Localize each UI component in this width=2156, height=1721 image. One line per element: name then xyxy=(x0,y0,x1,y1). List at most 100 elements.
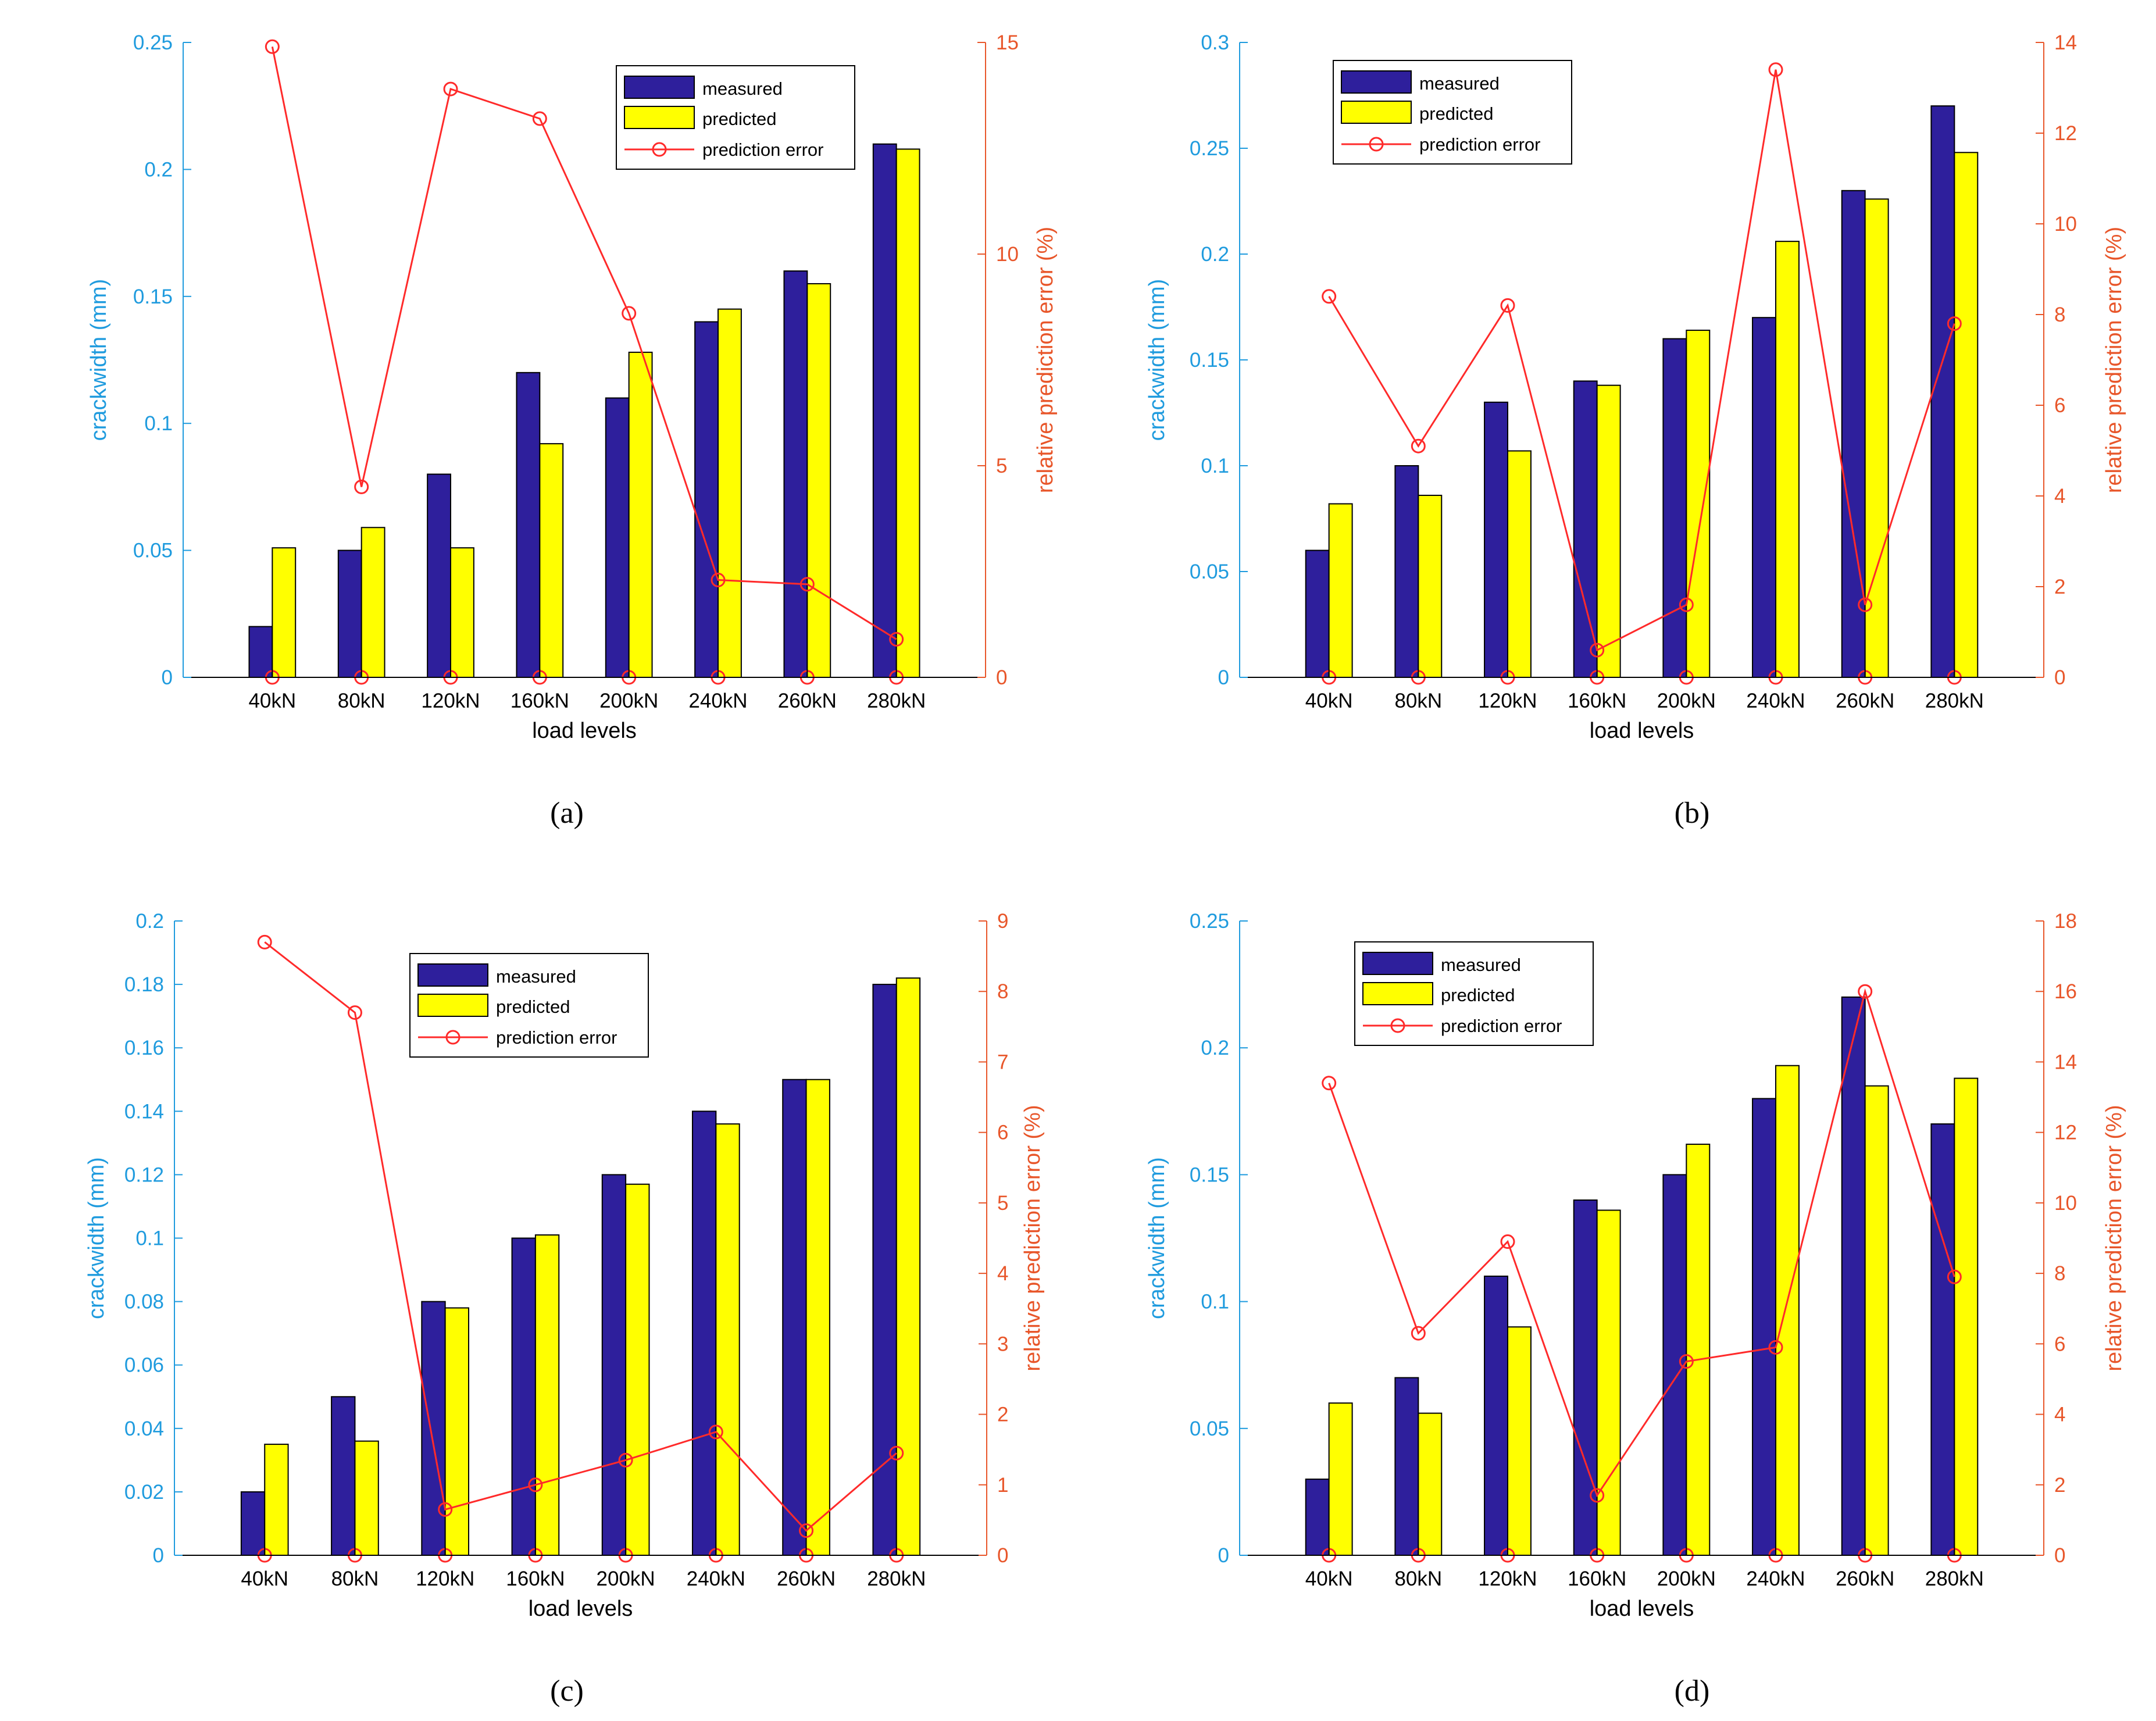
x-tick-label: 120kN xyxy=(1478,1568,1537,1590)
bar-predicted xyxy=(628,351,653,678)
y-tick-label-left: 0.05 xyxy=(133,540,173,562)
bar-measured xyxy=(1573,1199,1598,1556)
y-tick-label-right: 7 xyxy=(997,1051,1008,1073)
bar-predicted xyxy=(444,1307,470,1556)
y-tick-label-right: 18 xyxy=(2054,910,2077,933)
y-tick-label-right: 15 xyxy=(996,31,1019,54)
y-tick-label-left: 0.02 xyxy=(124,1481,164,1504)
y-tick-label-left: 0 xyxy=(153,1544,164,1567)
y-tick-label-right: 14 xyxy=(2054,31,2077,54)
x-tick-label: 280kN xyxy=(867,1568,926,1590)
x-tick-label: 40kN xyxy=(1305,1568,1353,1590)
x-axis-title: load levels xyxy=(1590,719,1694,743)
bar-measured xyxy=(694,321,719,678)
y-tick-label-right: 5 xyxy=(996,455,1007,477)
legend-label-measured: measured xyxy=(1441,955,1521,975)
y-axis-title-right: relative prediction error (%) xyxy=(1033,227,1058,493)
y-tick-label-right: 12 xyxy=(2054,122,2077,145)
y-tick-label-right: 2 xyxy=(2054,576,2065,598)
bar-measured xyxy=(1662,1174,1687,1556)
y-tick-label-right: 10 xyxy=(2054,1192,2077,1215)
y-tick-label-right: 6 xyxy=(2054,394,2065,417)
bar-predicted xyxy=(625,1183,650,1556)
panel-caption: (b) xyxy=(1675,797,1710,830)
bar-predicted xyxy=(895,977,921,1556)
x-tick-label: 160kN xyxy=(1568,690,1626,712)
bar-measured xyxy=(421,1301,446,1556)
bar-measured xyxy=(427,473,452,678)
y-tick-label-left: 0.1 xyxy=(1201,1291,1229,1313)
series-line-prediction-error xyxy=(264,941,897,1532)
point-prediction-error xyxy=(711,573,726,588)
x-tick-label: 200kN xyxy=(1657,690,1716,712)
bar-predicted xyxy=(354,1440,379,1556)
bar-predicted xyxy=(1328,503,1353,679)
point-prediction-error xyxy=(1590,1488,1605,1503)
y-tick-label-left: 0.05 xyxy=(1190,560,1229,583)
bar-measured xyxy=(1305,1479,1330,1556)
point-prediction-error xyxy=(1679,597,1694,612)
x-tick-label: 40kN xyxy=(1305,690,1353,712)
bar-measured xyxy=(605,397,630,679)
bar-predicted xyxy=(895,148,920,678)
point-prediction-error xyxy=(528,1477,543,1493)
y-tick-label-right: 3 xyxy=(997,1333,1008,1355)
point-prediction-error xyxy=(708,1424,723,1440)
point-prediction-error xyxy=(532,111,547,126)
y-tick-label-left: 0 xyxy=(1218,1544,1229,1567)
x-tick-label: 200kN xyxy=(597,1568,655,1590)
y-tick-label-left: 0 xyxy=(162,666,173,689)
x-tick-label: 160kN xyxy=(511,690,569,712)
legend-label-prediction-error: prediction error xyxy=(1419,134,1540,155)
legend: measured predicted prediction error xyxy=(1333,60,1572,165)
y-axis-title-left: crackwidth (mm) xyxy=(1145,279,1169,441)
point-prediction-error xyxy=(1947,1269,1962,1284)
bar-predicted xyxy=(1596,384,1621,678)
legend-swatch-predicted xyxy=(417,994,488,1017)
bar-measured xyxy=(1841,190,1866,678)
y-tick-label-left: 0.25 xyxy=(1190,137,1229,160)
panel-caption: (c) xyxy=(550,1674,584,1708)
y-axis-title-right: relative prediction error (%) xyxy=(2102,1105,2126,1371)
x-tick-label: 280kN xyxy=(1925,1568,1984,1590)
legend-swatch-predicted xyxy=(624,106,695,129)
x-tick-label: 240kN xyxy=(687,1568,745,1590)
bar-predicted xyxy=(264,1444,289,1556)
point-prediction-error xyxy=(1679,1354,1694,1369)
point-prediction-error xyxy=(443,81,458,97)
point-prediction-error xyxy=(347,1005,362,1020)
y-tick-label-left: 0.14 xyxy=(124,1100,164,1123)
legend-swatch-measured xyxy=(417,963,488,987)
x-tick-label: 280kN xyxy=(867,690,926,712)
y-tick-label-right: 12 xyxy=(2054,1122,2077,1144)
y-tick-label-left: 0.16 xyxy=(124,1037,164,1059)
bar-measured xyxy=(691,1111,717,1556)
x-axis-title: load levels xyxy=(529,1597,633,1621)
bar-measured xyxy=(1484,401,1508,678)
y-tick-label-left: 0 xyxy=(1218,666,1229,689)
bar-predicted xyxy=(534,1234,560,1556)
point-prediction-error xyxy=(1411,1326,1426,1341)
y-axis-title-right: relative prediction error (%) xyxy=(1020,1105,1045,1371)
bar-measured xyxy=(516,372,541,678)
y-tick-label-right: 10 xyxy=(2054,213,2077,235)
point-prediction-error xyxy=(1768,1340,1783,1355)
legend-swatch-predicted xyxy=(1362,982,1433,1005)
bar-measured xyxy=(783,270,808,678)
point-prediction-error xyxy=(889,1445,904,1461)
bar-predicted xyxy=(1596,1209,1621,1556)
x-tick-label: 260kN xyxy=(777,1568,836,1590)
x-tick-label: 240kN xyxy=(1746,1568,1805,1590)
bar-measured xyxy=(240,1491,266,1556)
bar-predicted xyxy=(272,547,297,678)
chart-panel-3: 0 0.02 0.04 0.06 0.08 0.1 0.12 0.14 0.16 0.18 0.2 0… xyxy=(84,910,1045,1708)
y-tick-label-left: 0.3 xyxy=(1201,31,1229,54)
point-prediction-error xyxy=(1947,316,1962,331)
bar-predicted xyxy=(1418,494,1443,679)
y-tick-label-left: 0.2 xyxy=(1201,243,1229,266)
bar-predicted xyxy=(806,283,831,678)
chart-panel-2: 0 0.05 0.1 0.15 0.2 0.25 0.3 0 2 4 6 8 10 12 14 40kN 80k… xyxy=(1145,31,2126,830)
bar-measured xyxy=(601,1174,627,1556)
y-tick-label-right: 8 xyxy=(2054,304,2065,326)
point-prediction-error xyxy=(354,479,369,494)
